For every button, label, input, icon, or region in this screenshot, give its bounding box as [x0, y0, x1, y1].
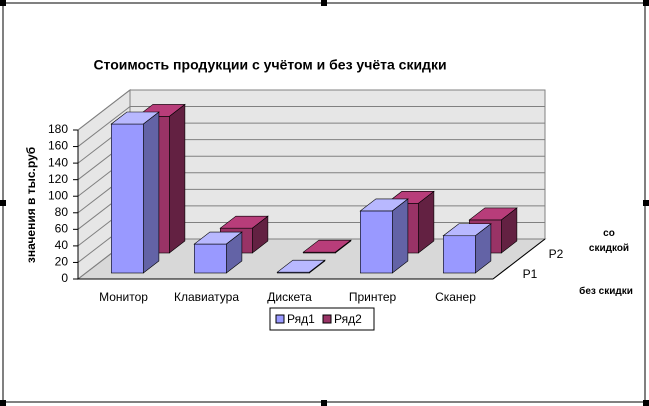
y-tick-label: 20	[55, 255, 69, 269]
chart-title: Стоимость продукции с учётом и без учёта…	[93, 57, 446, 73]
bar-top	[302, 239, 352, 253]
y-tick-label: 140	[48, 155, 68, 169]
y-tick-label: 120	[48, 172, 68, 186]
legend-box	[269, 307, 375, 331]
bar-top	[219, 215, 269, 229]
bar-top	[468, 207, 518, 221]
y-tick-label: 60	[55, 222, 69, 236]
annotation: со скидкой	[588, 228, 630, 254]
bar-top	[193, 231, 243, 245]
bar-front	[359, 210, 393, 274]
y-tick-label: 0	[61, 271, 68, 285]
grid-line	[77, 89, 131, 131]
bar-top	[442, 223, 492, 237]
annotation: без скидки	[579, 286, 633, 297]
bar-front	[194, 243, 227, 274]
legend-swatch	[322, 314, 332, 324]
bar-top	[359, 198, 409, 212]
grid-line	[77, 106, 131, 147]
y-tick-label: 160	[48, 139, 68, 153]
bar-front	[442, 235, 476, 274]
depth-tick-label: Р1	[523, 267, 538, 281]
bar-side	[391, 198, 409, 274]
legend-label: Ряд2	[334, 312, 362, 326]
legend-swatch	[275, 314, 285, 324]
bar-top	[110, 111, 160, 125]
y-tick-label: 180	[48, 122, 68, 136]
bar-side	[169, 103, 186, 254]
bar-top	[276, 259, 326, 273]
x-tick-label: Монитор	[99, 290, 148, 304]
depth-tick-label: Р2	[549, 247, 564, 261]
y-tick-label: 80	[55, 205, 69, 219]
y-tick-label: 100	[48, 188, 68, 202]
x-tick-label: Клавиатура	[174, 290, 239, 304]
x-tick-label: Сканер	[435, 290, 476, 304]
bar-side	[143, 111, 160, 274]
x-tick-label: Принтер	[349, 290, 397, 304]
legend-label: Ряд1	[287, 312, 315, 326]
depth-axis	[492, 238, 546, 280]
bar-front	[111, 123, 144, 274]
x-tick-label: Дискета	[267, 290, 312, 304]
y-tick-label: 40	[55, 238, 69, 252]
y-axis-title: значения в тыс.руб	[24, 147, 38, 263]
